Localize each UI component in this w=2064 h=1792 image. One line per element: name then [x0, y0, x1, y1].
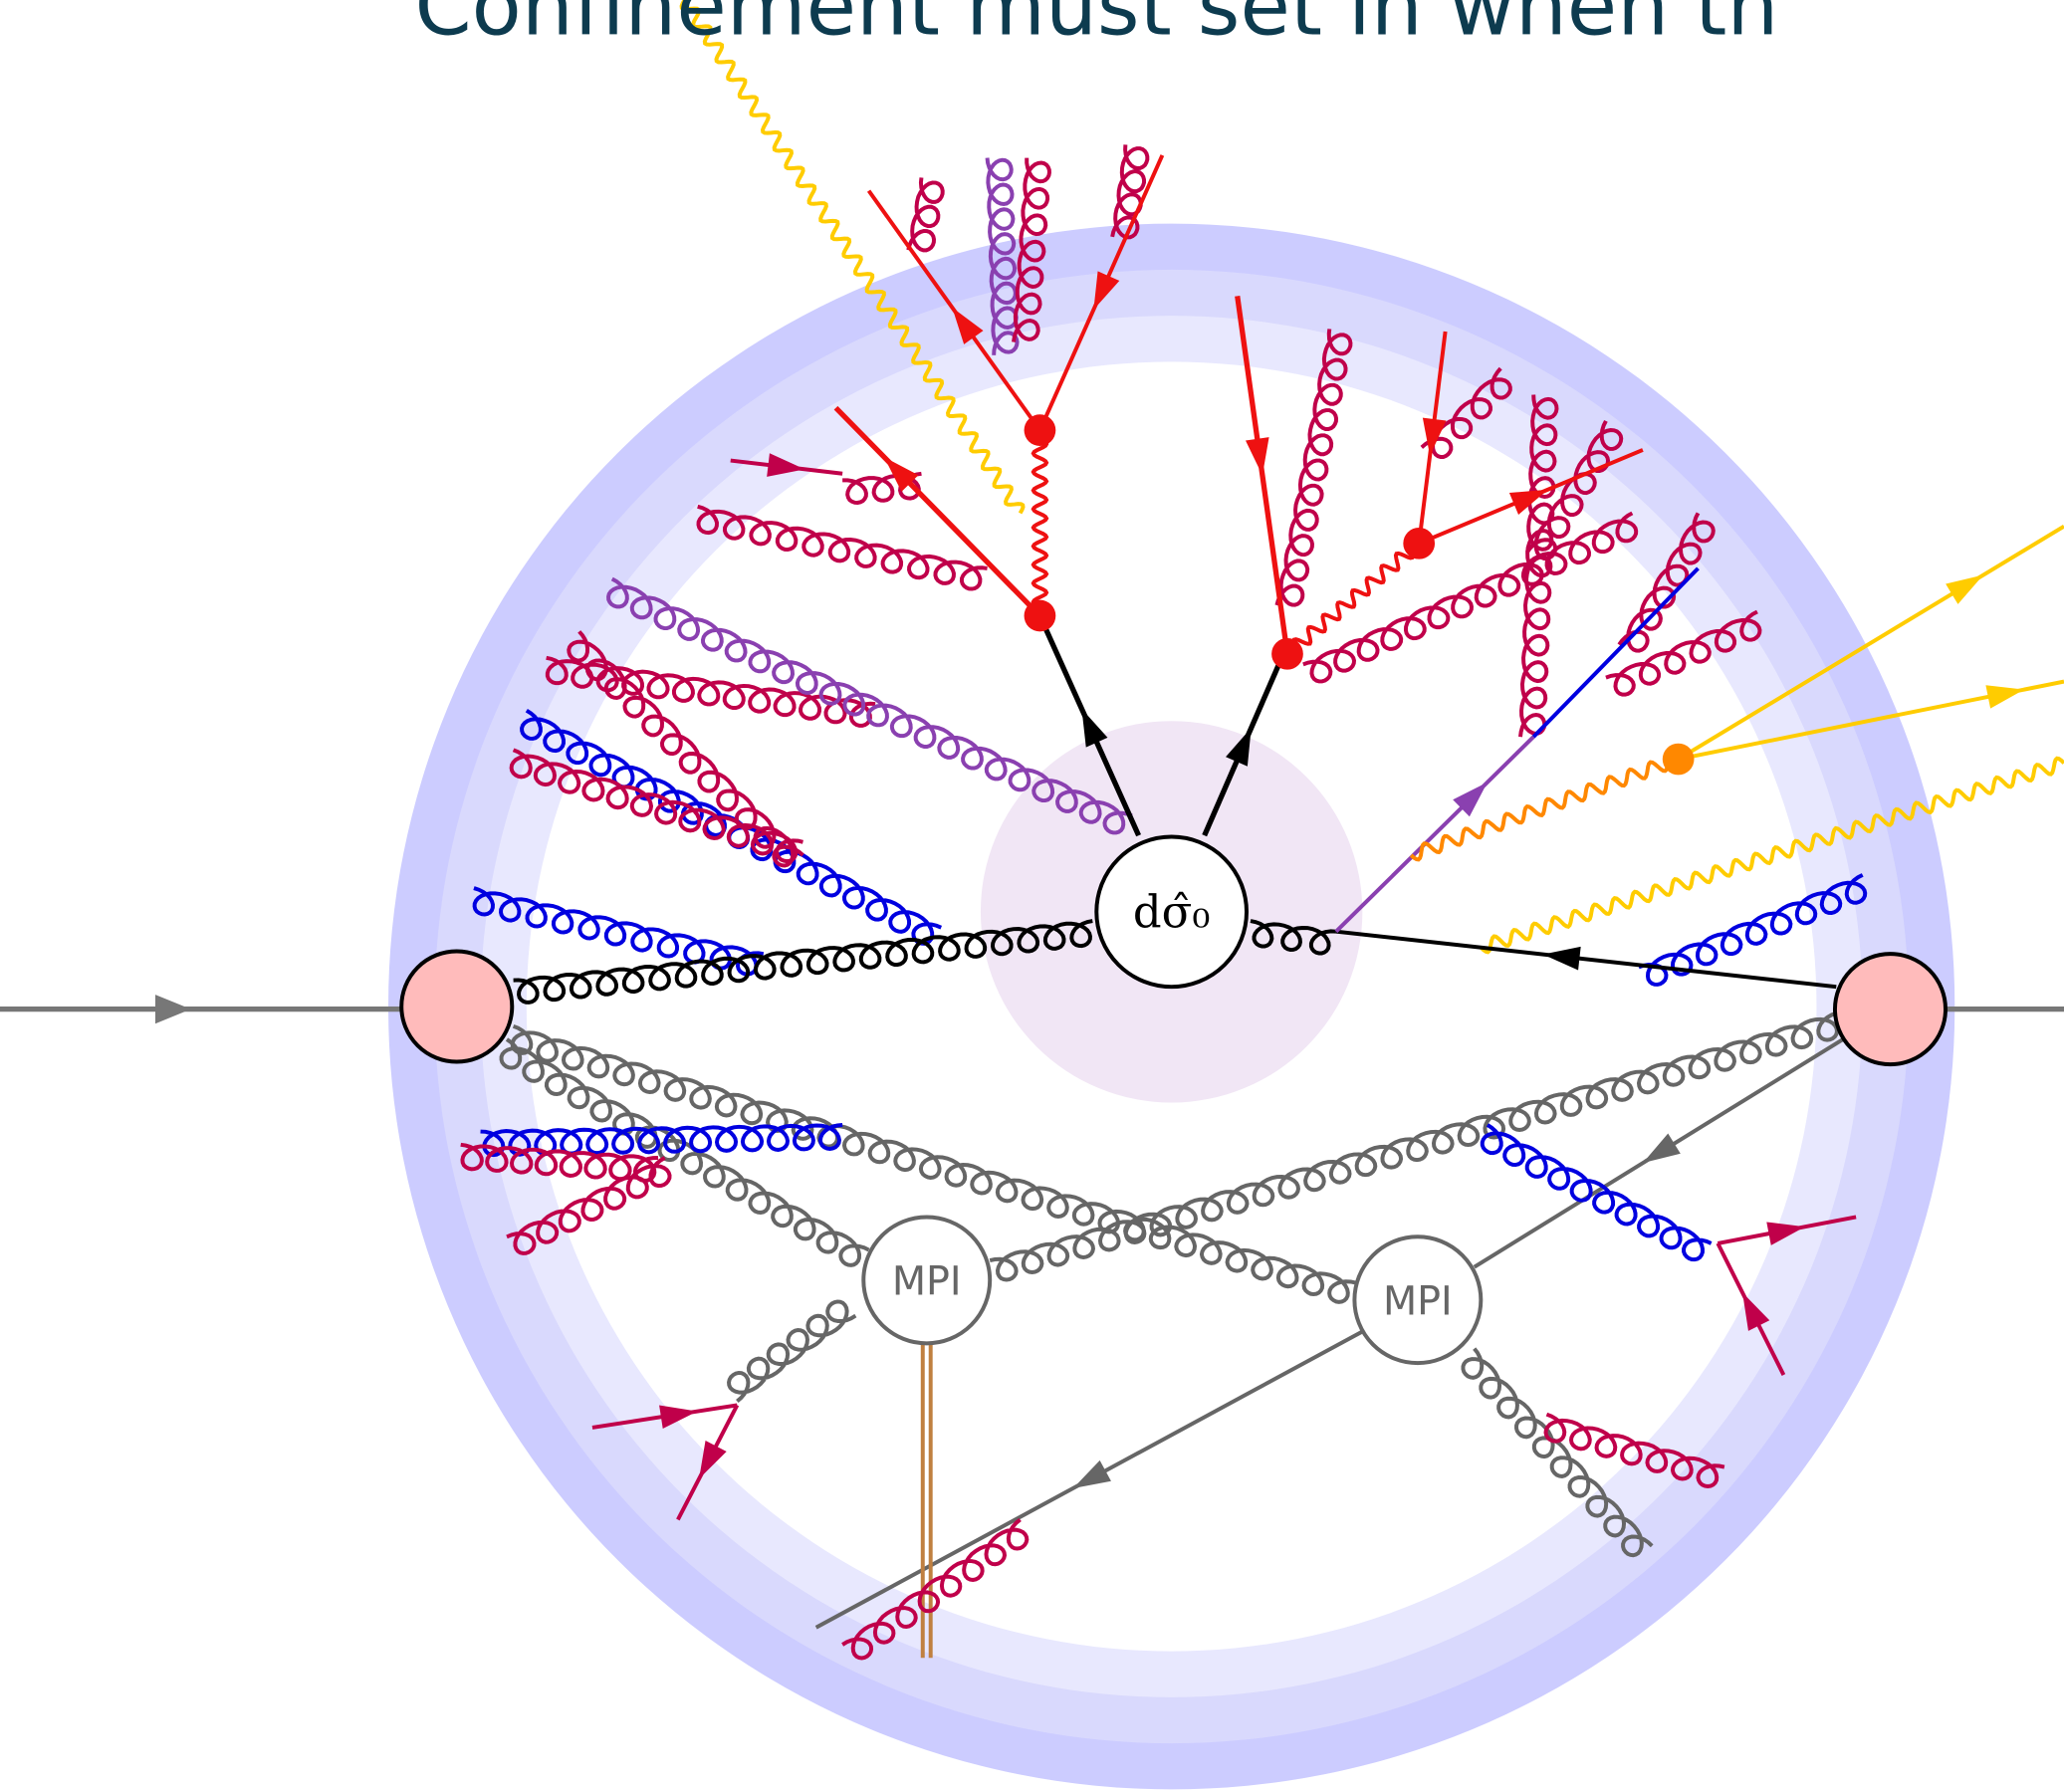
photon: [1409, 753, 1680, 862]
gluon: [545, 655, 876, 728]
arrow: [884, 457, 919, 492]
proton-left: [399, 949, 515, 1064]
arrow: [659, 1405, 698, 1430]
photon: [679, 0, 1026, 515]
beam-arrow: [155, 995, 191, 1024]
gluon: [510, 1023, 1357, 1304]
arrow: [1946, 574, 1984, 604]
gluon: [606, 576, 1133, 835]
gluon: [480, 1122, 843, 1158]
gluon: [567, 630, 804, 868]
title: Confinement must set in when th: [414, 0, 1778, 54]
gluon: [509, 748, 803, 864]
gluon: [841, 1517, 1030, 1661]
arrow: [1072, 1459, 1111, 1488]
hard-vertex: [1094, 834, 1249, 990]
vertex: [1662, 743, 1695, 776]
fermion: [1531, 566, 1700, 739]
gluon: [1012, 157, 1051, 342]
arrow: [1766, 1222, 1805, 1245]
photon: [1479, 756, 2064, 955]
gluon: [1274, 329, 1353, 607]
fermion: [1677, 524, 2064, 762]
gluon: [460, 1142, 659, 1183]
hard-label: dσ̂₀: [1133, 886, 1210, 939]
vertex: [1271, 637, 1303, 670]
vertex: [1403, 527, 1436, 560]
gluon: [1302, 511, 1639, 684]
gluon: [696, 504, 988, 591]
gluon: [906, 177, 945, 253]
photon: [1031, 428, 1049, 618]
arrow: [1453, 782, 1488, 817]
arrow: [1093, 271, 1120, 310]
arrow: [1643, 1133, 1681, 1164]
vertex: [1024, 599, 1056, 632]
gluon: [1518, 394, 1559, 738]
mpi-label: MPI: [1383, 1278, 1453, 1324]
gluon: [727, 1299, 857, 1403]
arrow: [1542, 946, 1581, 971]
vertex: [1024, 414, 1056, 447]
gluon: [513, 919, 1093, 1005]
mpi-vertex: [861, 1215, 993, 1346]
gluon: [1110, 144, 1150, 240]
gluon: [1524, 420, 1624, 561]
gluon: [1638, 873, 1868, 987]
arrow: [1246, 437, 1269, 476]
gluon: [1617, 512, 1716, 653]
fermion: [1334, 735, 1535, 934]
gluon: [499, 1037, 870, 1267]
fermion: [833, 405, 1042, 618]
arrow: [1508, 489, 1548, 516]
arrow: [699, 1441, 727, 1479]
mpi-vertex: [1352, 1234, 1484, 1366]
arrow: [1422, 417, 1447, 456]
lines: [460, 0, 2064, 1661]
gluon: [506, 1156, 672, 1255]
arrow: [952, 307, 984, 344]
arrow: [1985, 685, 2025, 709]
gluon: [842, 471, 922, 505]
gluon: [472, 886, 765, 977]
gluon: [1605, 609, 1762, 697]
arrow: [1081, 708, 1108, 748]
arrow: [1742, 1292, 1770, 1331]
photon: [1286, 539, 1420, 659]
gluon: [1250, 919, 1336, 956]
mpi-label: MPI: [892, 1258, 962, 1304]
gluon: [1420, 366, 1512, 459]
gluon: [989, 1010, 1839, 1282]
gluon: [1480, 1123, 1713, 1262]
gluon: [1461, 1347, 1654, 1558]
proton-right: [1832, 952, 1948, 1067]
arrow: [1226, 728, 1252, 767]
fermion: [1335, 929, 1837, 990]
gluon: [985, 157, 1020, 355]
arrow: [767, 453, 805, 477]
gluon: [1543, 1412, 1725, 1488]
